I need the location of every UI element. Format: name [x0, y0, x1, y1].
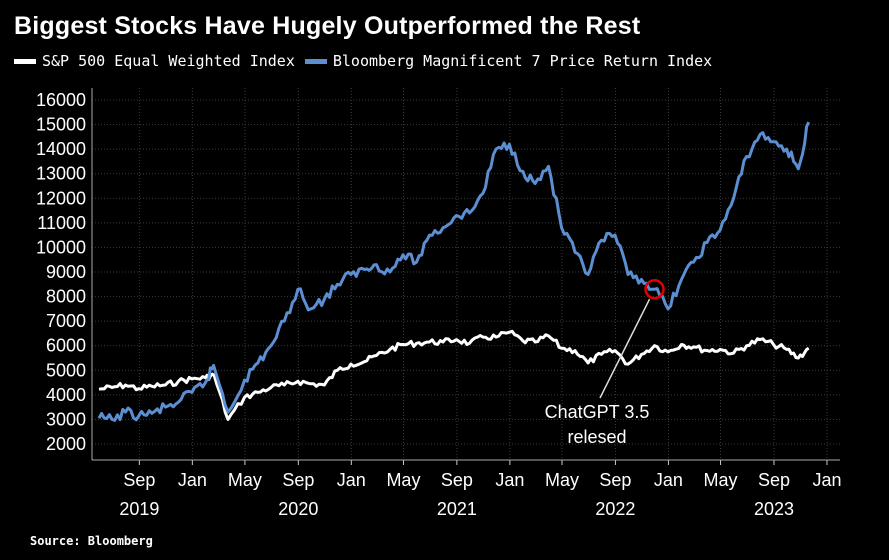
x-year-label: 2022: [595, 499, 635, 519]
y-tick-label: 15000: [36, 115, 86, 135]
x-tick-label: Jan: [812, 470, 841, 490]
y-tick-label: 10000: [36, 237, 86, 257]
y-tick-label: 16000: [36, 90, 86, 110]
x-tick-label: Jan: [178, 470, 207, 490]
legend-label-mag7: Bloomberg Magnificent 7 Price Return Ind…: [332, 52, 713, 70]
annotation-label: ChatGPT 3.5: [545, 402, 650, 422]
x-tick-label: May: [545, 470, 579, 490]
annotation-label: relesed: [567, 427, 626, 447]
legend-swatch-mag7: [304, 58, 327, 64]
x-tick-label: Jan: [337, 470, 366, 490]
series-line-1: [97, 121, 811, 422]
y-tick-label: 11000: [37, 213, 86, 233]
x-year-label: 2020: [278, 499, 318, 519]
x-tick-label: May: [228, 470, 262, 490]
y-tick-label: 3000: [46, 409, 86, 429]
x-tick-label: Sep: [441, 470, 473, 490]
x-year-label: 2019: [119, 499, 159, 519]
x-year-label: 2023: [754, 499, 794, 519]
x-year-label: 2021: [437, 499, 477, 519]
legend: S&P 500 Equal Weighted Index Bloomberg M…: [14, 52, 722, 70]
annotation-marker: [644, 278, 665, 300]
chart-title: Biggest Stocks Have Hugely Outperformed …: [14, 12, 641, 40]
y-tick-label: 12000: [36, 188, 86, 208]
y-tick-label: 8000: [46, 287, 86, 307]
y-tick-label: 9000: [46, 262, 86, 282]
x-tick-label: Sep: [123, 470, 155, 490]
x-tick-label: Jan: [495, 470, 524, 490]
annotation-leader-line: [599, 298, 651, 399]
legend-item-equal-weighted: S&P 500 Equal Weighted Index: [14, 52, 295, 70]
x-tick-label: Jan: [654, 470, 683, 490]
y-tick-label: 2000: [46, 434, 86, 454]
y-tick-label: 6000: [46, 336, 86, 356]
x-tick-label: May: [704, 470, 738, 490]
x-tick-label: Sep: [758, 470, 790, 490]
y-tick-label: 5000: [46, 360, 86, 380]
x-tick-label: Sep: [282, 470, 314, 490]
x-tick-label: Sep: [599, 470, 631, 490]
y-tick-label: 13000: [36, 164, 86, 184]
y-tick-label: 14000: [36, 139, 86, 159]
source-note: Source: Bloomberg: [30, 534, 153, 548]
y-tick-label: 4000: [46, 385, 86, 405]
legend-label-equal-weighted: S&P 500 Equal Weighted Index: [42, 52, 295, 70]
legend-item-mag7: Bloomberg Magnificent 7 Price Return Ind…: [304, 52, 713, 70]
legend-swatch-equal-weighted: [14, 58, 36, 64]
x-tick-label: May: [386, 470, 420, 490]
y-tick-label: 7000: [46, 311, 86, 331]
series-line-0: [98, 329, 810, 421]
